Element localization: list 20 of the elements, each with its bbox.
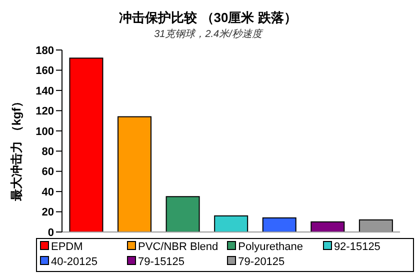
y-tick-label: 80 xyxy=(42,146,54,158)
chart-subtitle: 31克钢球，2.4米/秒速度 xyxy=(153,28,264,42)
y-tick-label: 20 xyxy=(42,206,54,219)
y-tick-label: 40 xyxy=(42,186,54,198)
legend-label: 40-20125 xyxy=(50,255,98,270)
y-tick-label: 120 xyxy=(36,106,54,118)
legend-label: 79-20125 xyxy=(237,255,286,270)
legend-label: Polyurethane xyxy=(237,240,304,255)
y-tick-label: 100 xyxy=(36,126,54,138)
y-tick-label: 160 xyxy=(36,65,54,78)
y-tick-label: 180 xyxy=(36,44,54,57)
chart-title: 冲击保护比较 （30厘米 跌落） xyxy=(118,9,298,27)
legend-label: EPDM xyxy=(50,240,84,255)
legend-label: 92-15125 xyxy=(332,240,382,255)
y-tick-label: 0 xyxy=(48,226,54,239)
legend-label: PVC/NBR Blend xyxy=(137,240,220,255)
y-tick-label: 140 xyxy=(36,85,54,98)
y-axis-title: 最大冲击力 （kgf） xyxy=(9,96,24,202)
y-tick-label: 60 xyxy=(42,166,54,178)
legend-label: 79-15125 xyxy=(137,255,186,270)
